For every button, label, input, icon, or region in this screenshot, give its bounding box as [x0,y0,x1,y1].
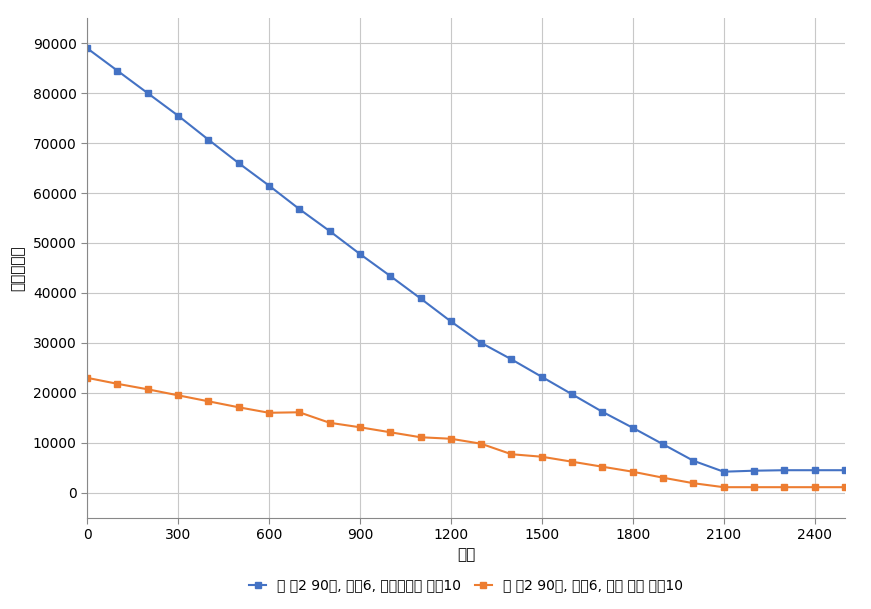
山 精2 90级, 潜能6, 震地碎岩击 等级10 [567,390,577,398]
山 精2 90级, 潜能6, 震地碎岩击 等级10 [264,182,274,189]
山 精2 90级, 潜能6, 震地碎岩击 等级10 [446,318,456,325]
陈 精2 90级, 潜能6, 赤霄 绝影 等级10 [143,385,153,393]
陈 精2 90级, 潜能6, 赤霄 绝影 等级10 [598,463,608,470]
陈 精2 90级, 潜能6, 赤霄 绝影 等级10 [658,474,668,481]
陈 精2 90级, 潜能6, 赤霄 绝影 等级10 [294,409,305,416]
Line: 陈 精2 90级, 潜能6, 赤霄 绝影 等级10: 陈 精2 90级, 潜能6, 赤霄 绝影 等级10 [84,375,847,490]
陈 精2 90级, 潜能6, 赤霄 绝影 等级10 [749,484,760,491]
陈 精2 90级, 潜能6, 赤霄 绝影 等级10 [324,419,334,426]
X-axis label: 防御: 防御 [457,547,475,563]
陈 精2 90级, 潜能6, 赤霄 绝影 等级10 [809,484,820,491]
山 精2 90级, 潜能6, 震地碎岩击 等级10 [324,227,334,234]
山 精2 90级, 潜能6, 震地碎岩击 等级10 [354,250,365,258]
山 精2 90级, 潜能6, 震地碎岩击 等级10 [840,466,850,474]
陈 精2 90级, 潜能6, 赤霄 绝影 等级10 [719,484,729,491]
山 精2 90级, 潜能6, 震地碎岩击 等级10 [506,356,517,363]
Legend: 山 精2 90级, 潜能6, 震地碎岩击 等级10, 陈 精2 90级, 潜能6, 赤霄 绝影 等级10: 山 精2 90级, 潜能6, 震地碎岩击 等级10, 陈 精2 90级, 潜能6… [245,574,687,597]
陈 精2 90级, 潜能6, 赤霄 绝影 等级10 [354,424,365,431]
山 精2 90级, 潜能6, 震地碎岩击 等级10 [719,468,729,476]
陈 精2 90级, 潜能6, 赤霄 绝影 等级10 [567,458,577,465]
陈 精2 90级, 潜能6, 赤霄 绝影 等级10 [415,434,426,441]
山 精2 90级, 潜能6, 震地碎岩击 等级10 [112,67,123,74]
陈 精2 90级, 潜能6, 赤霄 绝影 等级10 [840,484,850,491]
陈 精2 90级, 潜能6, 赤霄 绝影 等级10 [172,392,183,399]
山 精2 90级, 潜能6, 震地碎岩击 等级10 [415,295,426,302]
山 精2 90级, 潜能6, 震地碎岩击 等级10 [476,339,486,347]
陈 精2 90级, 潜能6, 赤霄 绝影 等级10 [688,479,699,487]
Line: 山 精2 90级, 潜能6, 震地碎岩击 等级10: 山 精2 90级, 潜能6, 震地碎岩击 等级10 [84,46,847,474]
山 精2 90级, 潜能6, 震地碎岩击 等级10 [809,466,820,474]
山 精2 90级, 潜能6, 震地碎岩击 等级10 [627,424,638,431]
陈 精2 90级, 潜能6, 赤霄 绝影 等级10 [82,374,92,381]
陈 精2 90级, 潜能6, 赤霄 绝影 等级10 [627,468,638,476]
山 精2 90级, 潜能6, 震地碎岩击 等级10 [233,160,244,167]
山 精2 90级, 潜能6, 震地碎岩击 等级10 [658,440,668,448]
山 精2 90级, 潜能6, 震地碎岩击 等级10 [598,408,608,415]
陈 精2 90级, 潜能6, 赤霄 绝影 等级10 [203,398,213,405]
山 精2 90级, 潜能6, 震地碎岩击 等级10 [779,466,789,474]
山 精2 90级, 潜能6, 震地碎岩击 等级10 [203,136,213,143]
陈 精2 90级, 潜能6, 赤霄 绝影 等级10 [112,380,123,387]
陈 精2 90级, 潜能6, 赤霄 绝影 等级10 [506,451,517,458]
山 精2 90级, 潜能6, 震地碎岩击 等级10 [82,44,92,52]
Y-axis label: 技能总伤害: 技能总伤害 [10,245,26,290]
山 精2 90级, 潜能6, 震地碎岩击 等级10 [294,205,305,213]
陈 精2 90级, 潜能6, 赤霄 绝影 等级10 [264,409,274,417]
陈 精2 90级, 潜能6, 赤霄 绝影 等级10 [233,404,244,411]
山 精2 90级, 潜能6, 震地碎岩击 等级10 [688,457,699,465]
陈 精2 90级, 潜能6, 赤霄 绝影 等级10 [779,484,789,491]
山 精2 90级, 潜能6, 震地碎岩击 等级10 [172,112,183,119]
陈 精2 90级, 潜能6, 赤霄 绝影 等级10 [476,440,486,448]
山 精2 90级, 潜能6, 震地碎岩击 等级10 [143,90,153,97]
陈 精2 90级, 潜能6, 赤霄 绝影 等级10 [446,435,456,442]
山 精2 90级, 潜能6, 震地碎岩击 等级10 [385,272,395,280]
陈 精2 90级, 潜能6, 赤霄 绝影 等级10 [385,429,395,436]
山 精2 90级, 潜能6, 震地碎岩击 等级10 [749,467,760,474]
山 精2 90级, 潜能6, 震地碎岩击 等级10 [537,373,547,381]
陈 精2 90级, 潜能6, 赤霄 绝影 等级10 [537,453,547,460]
